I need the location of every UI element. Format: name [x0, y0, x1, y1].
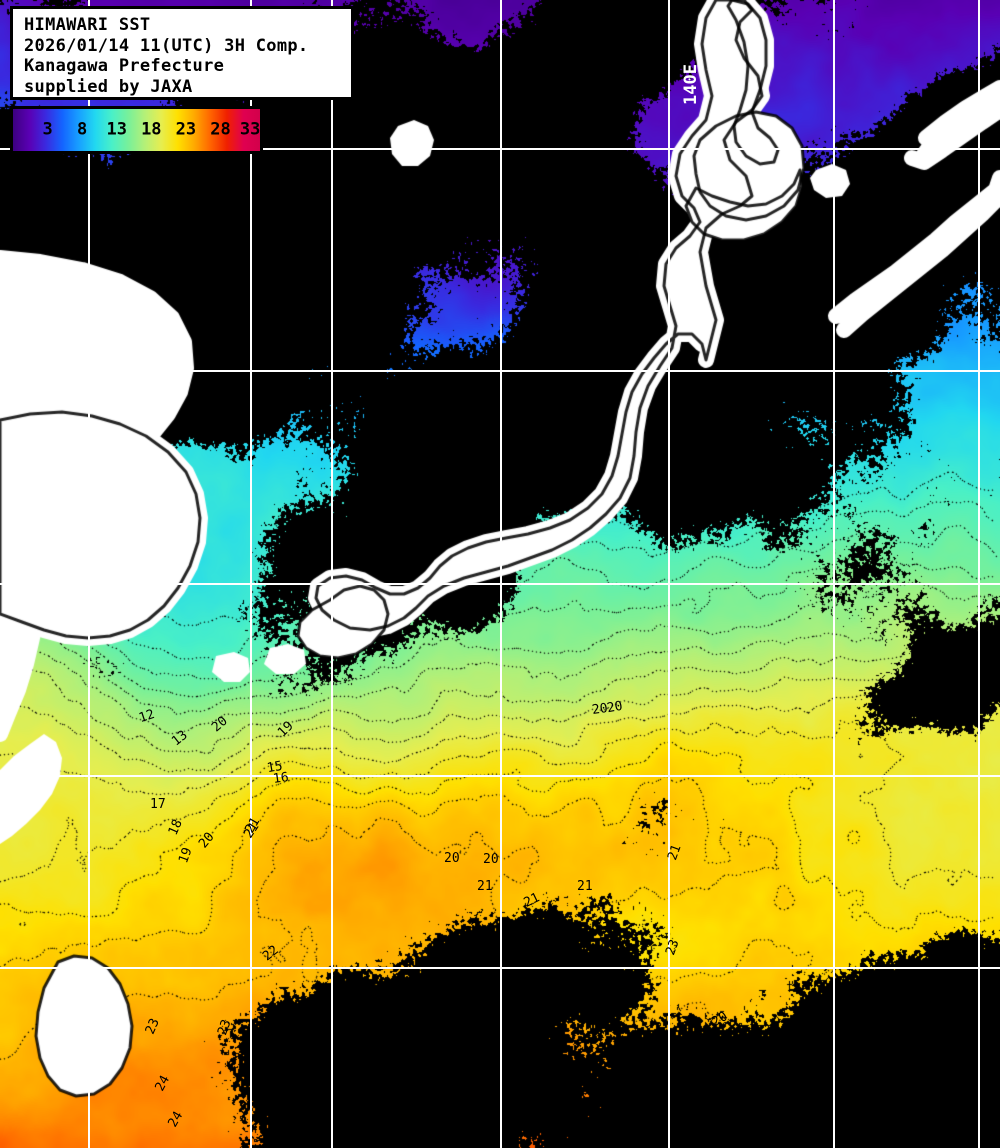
- colorbar-tick-8: 8: [77, 119, 88, 140]
- colorbar-tick-18: 18: [141, 119, 162, 140]
- info-title: HIMAWARI SST: [24, 15, 151, 35]
- info-box: HIMAWARI SST 2026/01/14 11(UTC) 3H Comp.…: [10, 6, 354, 100]
- colorbar-tick-33: 33: [239, 119, 261, 140]
- colorbar-tick-23: 23: [175, 119, 197, 140]
- colorbar-gradient: [13, 109, 260, 151]
- info-region: Kanagawa Prefecture: [24, 56, 225, 76]
- info-credit: supplied by JAXA: [24, 76, 193, 97]
- colorbar-tick-13: 13: [106, 119, 127, 140]
- colorbar-legend: 3 8 13 18 23 28 33: [10, 106, 263, 154]
- colorbar-tick-28: 28: [210, 119, 231, 140]
- colorbar-tick-3: 3: [42, 119, 53, 140]
- colorbar-tick-labels: 3 8 13 18 23 28 33: [13, 109, 260, 151]
- info-datetime: 2026/01/14 11(UTC) 3H Comp.: [24, 35, 309, 56]
